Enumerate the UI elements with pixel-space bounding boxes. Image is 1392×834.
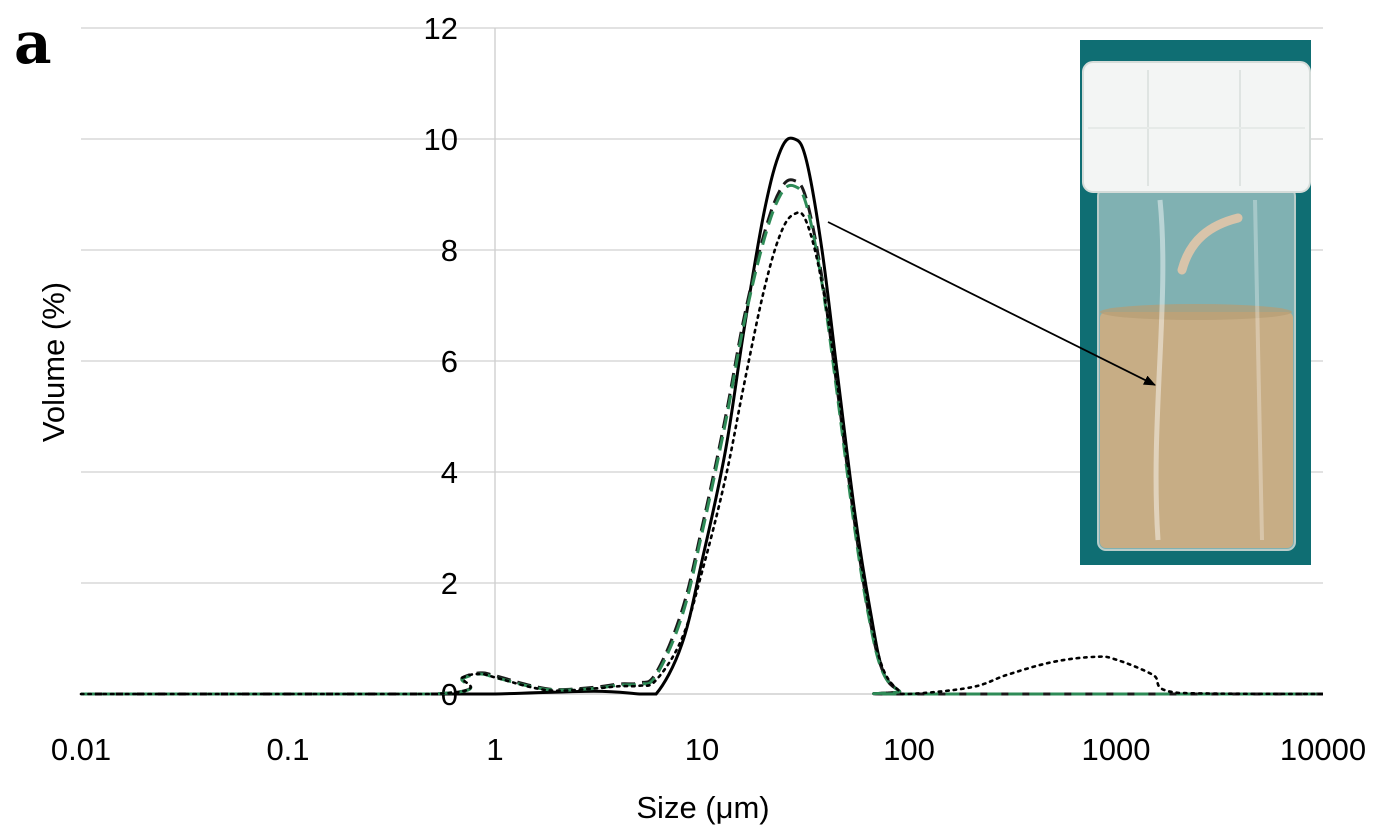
y-tick-label: 8 xyxy=(441,233,458,268)
panel-label: a xyxy=(14,9,52,77)
y-tick-label: 10 xyxy=(424,122,458,157)
x-tick-label: 1 xyxy=(486,732,503,767)
y-tick-label: 12 xyxy=(424,11,458,46)
y-tick-label: 6 xyxy=(441,344,458,379)
vial-liquid xyxy=(1100,312,1293,548)
series-line-4-dotted xyxy=(79,211,1325,696)
x-tick-label: 0.01 xyxy=(51,732,111,767)
y-tick-label: 2 xyxy=(441,566,458,601)
x-tick-label: 10 xyxy=(685,732,719,767)
annotation-arrow xyxy=(827,221,1156,386)
vial-reflection-2 xyxy=(1253,199,1264,541)
x-tick-label: 1000 xyxy=(1082,732,1151,767)
y-tick-label: 4 xyxy=(441,455,458,490)
data-series xyxy=(79,136,1325,696)
y-axis-title: Volume (%) xyxy=(36,282,71,442)
x-tick-label: 0.1 xyxy=(266,732,309,767)
x-tick-labels: 0.01 0.1 1 10 100 1000 10000 xyxy=(51,732,1366,767)
liquid-surface xyxy=(1100,304,1292,320)
x-axis-title: Size (μm) xyxy=(636,790,769,825)
x-tick-label: 10000 xyxy=(1280,732,1366,767)
vial-reflection xyxy=(1153,199,1166,541)
sample-vial-photo xyxy=(1080,40,1311,565)
floating-strip xyxy=(1177,213,1243,275)
x-tick-label: 100 xyxy=(883,732,935,767)
